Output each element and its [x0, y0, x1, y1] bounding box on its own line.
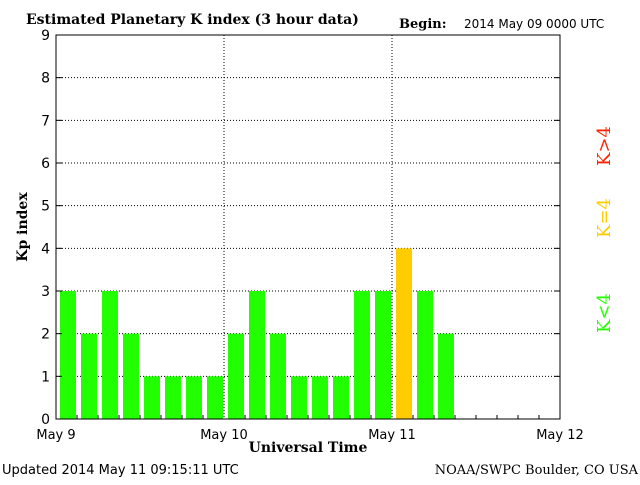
kp-bar: [207, 376, 223, 419]
y-axis-label: Kp index: [15, 192, 31, 262]
chart-title: Estimated Planetary K index (3 hour data…: [26, 12, 359, 28]
x-tick-label: May 10: [200, 428, 248, 443]
x-tick-label: May 11: [368, 428, 416, 443]
kp-bar: [417, 291, 433, 419]
kp-bar: [165, 376, 181, 419]
x-axis-label: Universal Time: [249, 440, 368, 456]
y-tick-label: 0: [41, 412, 50, 428]
x-tick-label: May 12: [536, 428, 584, 443]
kp-bar: [249, 291, 265, 419]
y-tick-label: 7: [41, 113, 50, 129]
kp-bar: [438, 333, 454, 419]
y-tick-label: 4: [41, 241, 50, 257]
kp-bar: [333, 376, 349, 419]
y-tick-label: 5: [41, 199, 50, 215]
y-tick-label: 8: [41, 71, 50, 87]
kp-bar: [396, 248, 412, 419]
legend: K<4 K=4 K>4: [594, 126, 615, 333]
legend-label: K<4: [594, 293, 615, 333]
y-tick-label: 6: [41, 156, 50, 172]
kp-bar: [186, 376, 202, 419]
y-axis-ticks: 0 1 2 3 4 5 6 7 8 9: [41, 28, 560, 428]
y-tick-label: 9: [41, 28, 50, 44]
kp-bar: [291, 376, 307, 419]
legend-label: K=4: [594, 198, 615, 238]
updated-text: Updated 2014 May 11 09:15:11 UTC: [2, 463, 239, 478]
kp-bar: [60, 291, 76, 419]
bars: [60, 248, 454, 419]
x-tick-label: May 9: [36, 428, 75, 443]
kp-bar: [123, 333, 139, 419]
kp-bar: [354, 291, 370, 419]
x-axis-ticks: May 9 May 10 May 11 May 12: [36, 415, 584, 443]
grid-lines: [56, 35, 560, 419]
kp-bar: [228, 333, 244, 419]
y-tick-label: 3: [41, 284, 50, 300]
kp-bar: [312, 376, 328, 419]
begin-value: 2014 May 09 0000 UTC: [464, 17, 604, 31]
y-tick-label: 1: [41, 369, 50, 385]
kp-bar: [102, 291, 118, 419]
begin-label: Begin:: [399, 17, 447, 32]
legend-label: K>4: [594, 126, 615, 166]
kp-bar: [144, 376, 160, 419]
kp-bar: [270, 333, 286, 419]
kp-bar: [375, 291, 391, 419]
kp-bar: [81, 333, 97, 419]
credit-text: NOAA/SWPC Boulder, CO USA: [435, 463, 639, 478]
y-tick-label: 2: [41, 327, 50, 343]
